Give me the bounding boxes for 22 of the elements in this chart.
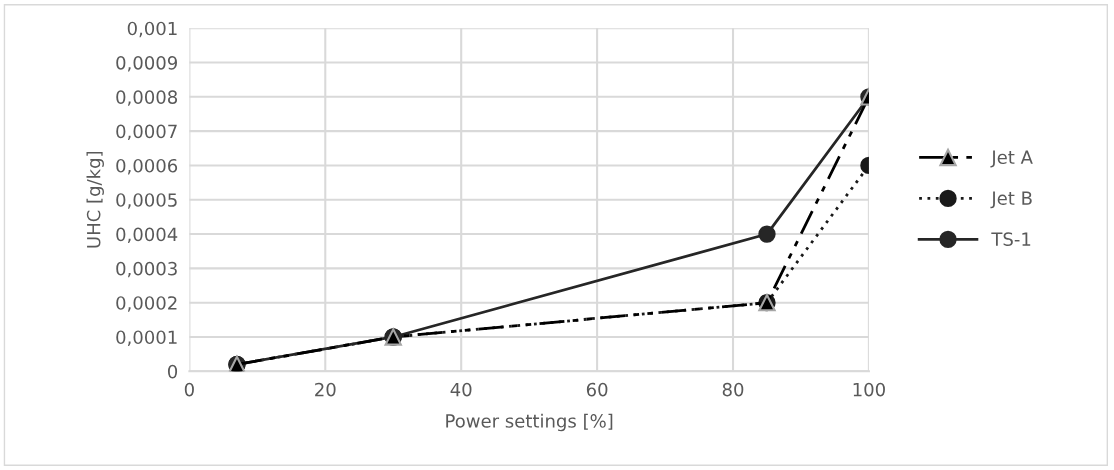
legend-label: Jet A [990,150,1033,168]
x-tick-label: 80 [722,382,744,397]
y-tick-label: 0,001 [127,21,177,38]
x-tick-label: 40 [450,382,472,397]
y-tick-label: 0 [167,364,178,379]
y-tick-label: 0,0002 [116,296,177,312]
y-tick-label: 0,0003 [116,261,177,278]
x-tick-label: 20 [315,382,336,397]
legend-label: TS-1 [991,232,1031,246]
y-tick-label: 0,0006 [116,158,178,175]
x-axis-title: Power settings [%] [446,413,613,432]
y-axis-title: UHC [g/kg] [86,151,104,248]
y-tick-label: 0,0004 [116,227,178,244]
y-tick-label: 0,0001 [116,330,177,346]
x-tick-label: 60 [586,382,608,397]
y-tick-label: 0,0005 [116,193,177,209]
y-tick-label: 0,0007 [116,124,177,141]
y-tick-label: 0,0009 [116,55,177,72]
x-tick-label: 0 [184,382,194,397]
y-tick-label: 0,0008 [116,90,178,106]
x-tick-label: 100 [853,382,885,397]
legend-label: Jet B [990,191,1032,209]
